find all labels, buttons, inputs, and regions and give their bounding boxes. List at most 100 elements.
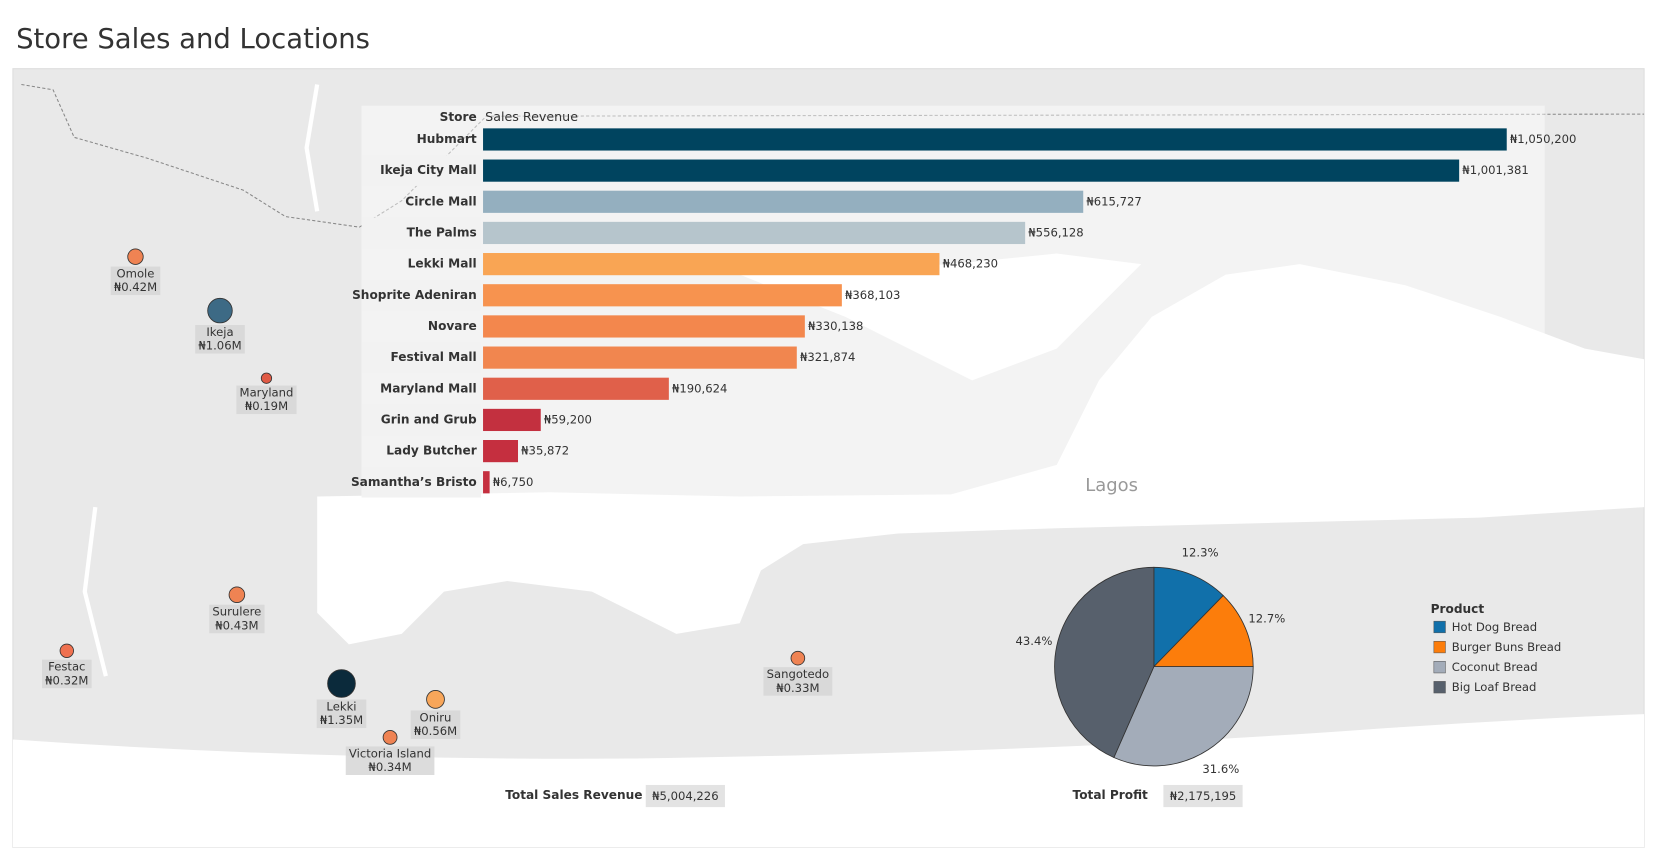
- category-label: Grin and Grub: [381, 412, 477, 426]
- row-band: [361, 217, 481, 249]
- pie-slice: [1054, 566, 1155, 759]
- bubble: [228, 586, 246, 604]
- value-label: ₦59,200: [544, 412, 592, 426]
- category-label: Festival Mall: [390, 350, 476, 364]
- value-label: ₦1,001,381: [1462, 163, 1528, 177]
- bar: [483, 284, 842, 307]
- category-label: Hubmart: [417, 132, 477, 146]
- bubble-label-bg: [236, 385, 297, 415]
- category-label: Lekki Mall: [408, 257, 477, 271]
- kpi-value: ₦5,004,226: [652, 789, 718, 803]
- bar: [483, 346, 797, 369]
- value-label: ₦556,128: [1028, 225, 1083, 239]
- kpi-label: Total Profit: [1073, 788, 1149, 802]
- value-label: ₦468,230: [943, 257, 998, 271]
- bubble-value: ₦0.32M: [45, 673, 88, 687]
- bubble-label-bg: [42, 659, 92, 689]
- bubble-label-bg: [410, 710, 461, 739]
- row-band: [361, 279, 481, 311]
- legend-title: Product: [1431, 602, 1485, 616]
- bar: [483, 159, 1460, 182]
- pie-chart: Product 12.3% Hot Dog Bread 12.7% Burger Bu…: [1016, 546, 1562, 776]
- value-label: ₦6,750: [493, 475, 534, 489]
- value-label: ₦615,727: [1086, 194, 1141, 208]
- bubble-label-bg: [209, 604, 265, 634]
- legend-label: Coconut Bread: [1452, 660, 1538, 674]
- bar: [483, 190, 1084, 213]
- bubble-value: ₦0.19M: [245, 399, 288, 413]
- bar: [483, 440, 519, 463]
- slice-label: 12.3%: [1182, 546, 1219, 560]
- row-band: [361, 155, 481, 186]
- legend-swatch: [1433, 620, 1446, 634]
- bubble-label-bg: [763, 667, 833, 696]
- kpi-value: ₦2,175,195: [1170, 789, 1236, 803]
- bubble: [127, 248, 144, 265]
- kpi-box: [645, 784, 725, 808]
- bubble-value: ₦1.35M: [320, 713, 363, 727]
- bubble-name: Sangotedo: [767, 667, 829, 681]
- kpis: Total Sales Revenue ₦5,004,226 Total Profi…: [505, 784, 1243, 808]
- category-label: Shoprite Adeniran: [352, 288, 477, 302]
- legend-swatch: [1433, 640, 1446, 654]
- bubble-value: ₦0.56M: [414, 724, 457, 738]
- row-band: [361, 404, 481, 436]
- bubble-name: Surulere: [212, 605, 261, 619]
- bar: [483, 315, 805, 338]
- row-band: [361, 466, 481, 498]
- category-label: Maryland Mall: [380, 381, 477, 395]
- kpi-label: Total Sales Revenue: [505, 788, 642, 802]
- legend-swatch: [1433, 681, 1446, 694]
- bubble: [260, 372, 273, 384]
- bubble: [327, 669, 356, 698]
- bubble-name: Festac: [48, 660, 85, 674]
- slice-label: 31.6%: [1202, 762, 1239, 776]
- bar: [483, 253, 940, 276]
- legend-swatch: [1433, 661, 1446, 674]
- pie-slice: [1152, 594, 1254, 668]
- bar: [483, 408, 541, 432]
- legend-label: Hot Dog Bread: [1452, 620, 1537, 634]
- slice-label: 12.7%: [1248, 612, 1285, 626]
- dashboard-title: Store Sales and Locations: [16, 24, 370, 55]
- category-label: Lady Butcher: [386, 444, 476, 458]
- place-label: Lagos: [1085, 475, 1138, 496]
- bubble: [207, 297, 233, 324]
- value-header: Sales Revenue: [485, 109, 578, 124]
- value-label: ₦321,874: [800, 350, 855, 364]
- row-band: [361, 342, 481, 373]
- bubble-label-bg: [316, 699, 367, 729]
- bubble-value: ₦0.33M: [776, 681, 819, 695]
- value-label: ₦1,050,200: [1510, 132, 1576, 146]
- category-label: Circle Mall: [405, 194, 476, 208]
- bubble-value: ₦0.42M: [114, 280, 157, 294]
- bubble-name: Maryland: [240, 385, 294, 399]
- category-label: Ikeja City Mall: [380, 163, 477, 177]
- map: Lagos Omole₦0.42M Ikeja₦1.06M Maryland₦0.1…: [42, 248, 1138, 775]
- category-header: Store: [440, 110, 477, 124]
- value-label: ₦330,138: [808, 319, 863, 333]
- value-label: ₦368,103: [845, 288, 900, 302]
- bar-chart: Store Sales Revenue Hubmart ₦1,050,200 Ike…: [351, 109, 1576, 498]
- slice-label: 43.4%: [1016, 634, 1053, 648]
- bubble-label-bg: [345, 746, 435, 775]
- bubble: [59, 643, 74, 658]
- legend-label: Big Loaf Bread: [1452, 680, 1537, 694]
- bar: [483, 128, 1507, 151]
- kpi-box: [1163, 784, 1243, 808]
- bubble-label-bg: [195, 324, 245, 354]
- value-label: ₦190,624: [672, 381, 727, 395]
- bubble-name: Oniru: [420, 710, 452, 724]
- bubble-label-bg: [110, 266, 161, 296]
- bar: [483, 221, 1026, 245]
- pie-slice: [1113, 666, 1254, 767]
- bubble: [790, 650, 806, 666]
- category-label: Samantha’s Bristo: [351, 475, 477, 489]
- bubble: [382, 730, 398, 745]
- bubble: [426, 690, 445, 709]
- bubble-name: Victoria Island: [349, 746, 431, 760]
- category-label: Novare: [428, 319, 477, 333]
- bubble-value: ₦0.43M: [215, 618, 258, 632]
